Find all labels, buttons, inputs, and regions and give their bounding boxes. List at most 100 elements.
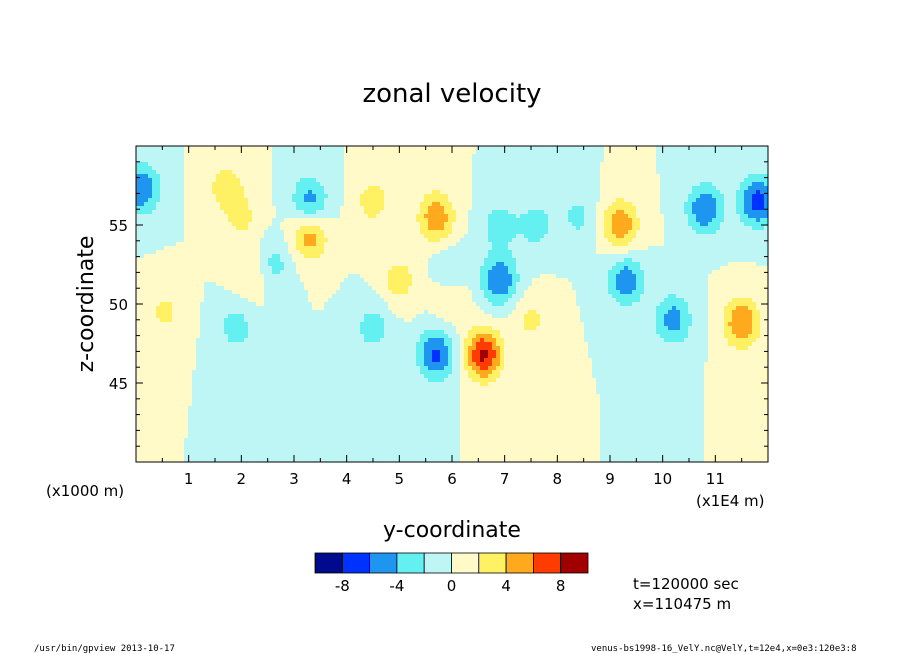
contour-cell	[408, 306, 412, 310]
contour-cell	[692, 218, 696, 222]
contour-cell	[372, 202, 376, 206]
contour-cell	[368, 234, 372, 238]
contour-cell	[484, 366, 488, 370]
contour-cell	[328, 290, 332, 294]
contour-cell	[576, 214, 580, 218]
contour-cell	[192, 254, 196, 258]
contour-cell	[624, 182, 628, 186]
contour-cell	[200, 298, 204, 302]
contour-cell	[748, 178, 752, 182]
contour-cell	[184, 254, 188, 258]
contour-cell	[496, 354, 500, 358]
contour-cell	[232, 286, 236, 290]
contour-cell	[360, 274, 364, 278]
contour-cell	[256, 158, 260, 162]
contour-cell	[692, 222, 696, 226]
contour-cell	[608, 162, 612, 166]
contour-cell	[244, 286, 248, 290]
contour-cell	[720, 330, 724, 334]
contour-cell	[676, 310, 680, 314]
contour-cell	[636, 274, 640, 278]
contour-cell	[372, 194, 376, 198]
contour-cell	[152, 314, 156, 318]
contour-cell	[512, 266, 516, 270]
contour-cell	[548, 282, 552, 286]
contour-cell	[172, 278, 176, 282]
contour-cell	[636, 210, 640, 214]
contour-cell	[316, 218, 320, 222]
contour-cell	[320, 286, 324, 290]
contour-cell	[320, 246, 324, 250]
contour-cell	[192, 206, 196, 210]
contour-cell	[676, 306, 680, 310]
contour-cell	[476, 350, 480, 354]
contour-cell	[456, 218, 460, 222]
contour-cell	[344, 270, 348, 274]
contour-cell	[748, 194, 752, 198]
contour-cell	[484, 262, 488, 266]
contour-cell	[588, 370, 592, 374]
contour-cell	[180, 370, 184, 374]
contour-cell	[172, 298, 176, 302]
contour-cell	[216, 226, 220, 230]
contour-cell	[756, 266, 760, 270]
contour-cell	[420, 170, 424, 174]
contour-cell	[744, 210, 748, 214]
contour-cell	[756, 326, 760, 330]
contour-cell	[344, 274, 348, 278]
contour-cell	[704, 206, 708, 210]
contour-cell	[200, 286, 204, 290]
contour-cell	[292, 258, 296, 262]
contour-cell	[608, 190, 612, 194]
contour-cell	[224, 178, 228, 182]
contour-cell	[388, 298, 392, 302]
contour-cell	[228, 218, 232, 222]
contour-cell	[200, 246, 204, 250]
contour-cell	[536, 214, 540, 218]
contour-cell	[172, 314, 176, 318]
contour-cell	[568, 298, 572, 302]
contour-cell	[500, 222, 504, 226]
contour-cell	[760, 322, 764, 326]
contour-cell	[608, 290, 612, 294]
contour-cell	[248, 266, 252, 270]
contour-cell	[148, 330, 152, 334]
contour-cell	[496, 290, 500, 294]
contour-cell	[416, 262, 420, 266]
contour-cell	[368, 202, 372, 206]
contour-cell	[620, 162, 624, 166]
contour-cell	[176, 342, 180, 346]
contour-cell	[760, 290, 764, 294]
contour-cell	[276, 258, 280, 262]
contour-cell	[184, 350, 188, 354]
contour-cell	[440, 214, 444, 218]
contour-cell	[416, 290, 420, 294]
contour-cell	[444, 310, 448, 314]
contour-cell	[656, 306, 660, 310]
contour-cell	[496, 266, 500, 270]
contour-cell	[752, 290, 756, 294]
contour-cell	[468, 174, 472, 178]
contour-cell	[188, 170, 192, 174]
contour-cell	[684, 310, 688, 314]
contour-cell	[520, 366, 524, 370]
contour-cell	[640, 238, 644, 242]
contour-cell	[188, 178, 192, 182]
contour-cell	[504, 294, 508, 298]
contour-cell	[636, 186, 640, 190]
contour-cell	[384, 254, 388, 258]
contour-cell	[204, 186, 208, 190]
contour-cell	[236, 250, 240, 254]
contour-cell	[528, 290, 532, 294]
contour-cell	[400, 146, 404, 150]
contour-cell	[372, 270, 376, 274]
contour-cell	[540, 222, 544, 226]
contour-cell	[484, 358, 488, 362]
contour-cell	[184, 158, 188, 162]
contour-cell	[236, 202, 240, 206]
contour-cell	[416, 254, 420, 258]
contour-cell	[640, 242, 644, 246]
contour-cell	[600, 174, 604, 178]
contour-cell	[520, 338, 524, 342]
contour-cell	[712, 362, 716, 366]
